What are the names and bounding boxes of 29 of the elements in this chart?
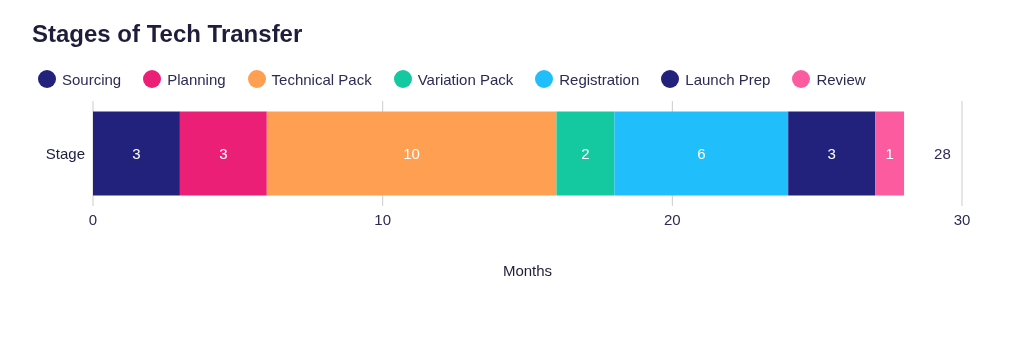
legend-label: Registration [559, 70, 640, 88]
data-label: 3 [219, 144, 228, 162]
x-tick-label: 10 [374, 210, 392, 228]
legend-label: Variation Pack [417, 70, 514, 88]
data-label: 10 [403, 144, 420, 162]
bar [266, 111, 557, 196]
bar [875, 111, 905, 196]
legend-label: Technical Pack [271, 70, 372, 88]
bar [93, 111, 180, 196]
x-tick-label: 30 [953, 210, 971, 228]
x-tick-label: 20 [663, 210, 681, 228]
data-label: 1 [885, 144, 894, 162]
data-label: 2 [581, 144, 590, 162]
bar [556, 111, 615, 196]
legend-label: Launch Prep [685, 70, 771, 88]
chart-title: Stages of Tech Transfer [32, 20, 304, 48]
legend-label: Sourcing [62, 70, 122, 88]
bar [179, 111, 267, 196]
legend-label: Planning [167, 70, 226, 88]
data-label: 6 [697, 144, 706, 162]
bar [614, 111, 789, 196]
x-tick-label: 0 [88, 210, 98, 228]
x-axis-title: Months [502, 262, 553, 279]
data-label: 3 [827, 144, 836, 162]
total-label: 28 [934, 144, 951, 162]
legend-label: Review [816, 70, 866, 88]
data-label: 3 [132, 144, 141, 162]
bar [788, 111, 876, 196]
y-tick-label: Stage [45, 144, 85, 162]
